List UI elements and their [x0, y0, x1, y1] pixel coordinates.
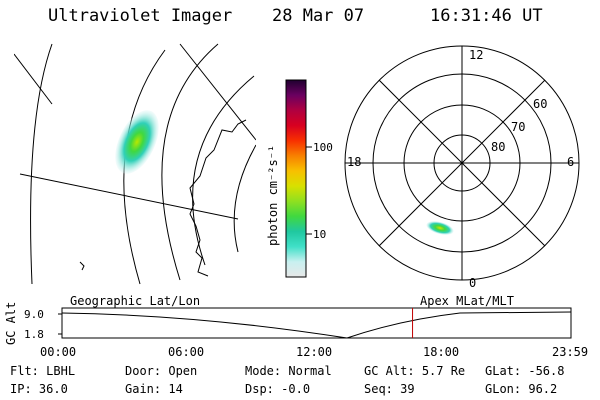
status-field-filter: Flt: LBHL [10, 364, 76, 378]
mlt-label-12: 12 [469, 48, 484, 62]
status-field-gain: Gain: 14 [125, 382, 183, 396]
timeline-axis-title: GC Alt [4, 301, 18, 345]
polar-plot [344, 45, 580, 281]
lat-label-70: 70 [511, 120, 526, 134]
status-field-glon: GLon: 96.2 [485, 382, 558, 396]
timeline-x-tick: 18:00 [423, 345, 460, 359]
colorbar-unit-label: photon cm⁻²s⁻¹ [266, 144, 280, 246]
apex-grid-label: Apex MLat/MLT [420, 294, 514, 308]
mlt-label-6: 6 [567, 155, 575, 169]
status-field-gc-alt: GC Alt: 5.7 Re [364, 364, 466, 378]
status-field-glat: GLat: -56.8 [485, 364, 565, 378]
timeline-y-tick-min: 1.8 [24, 328, 44, 341]
status-field-ip: IP: 36.0 [10, 382, 68, 396]
timeline-x-tick: 23:59 [552, 345, 589, 359]
polar-aurora-blob [426, 221, 454, 235]
status-field-dsp: Dsp: -0.0 [245, 382, 311, 396]
timeline-x-tick: 06:00 [168, 345, 205, 359]
timeline-x-tick: 00:00 [40, 345, 77, 359]
mlt-label-18: 18 [347, 155, 362, 169]
time-label: 16:31:46 UT [430, 6, 543, 26]
mlt-label-0: 0 [469, 276, 477, 290]
status-field-mode: Mode: Normal [245, 364, 332, 378]
status-field-seq: Seq: 39 [364, 382, 415, 396]
status-field-door: Door: Open [125, 364, 198, 378]
lat-label-60: 60 [533, 97, 548, 111]
geographic-grid-label: Geographic Lat/Lon [70, 294, 201, 308]
lat-lon-grid [14, 43, 256, 285]
lat-label-80: 80 [491, 140, 506, 154]
colorbar-tick-label-100: 100 [313, 141, 333, 154]
aurora-emission-blob [115, 110, 159, 174]
timeline-x-tick: 12:00 [296, 345, 333, 359]
timeline-plot [58, 307, 572, 339]
colorbar [285, 79, 312, 278]
instrument-title: Ultraviolet Imager [48, 6, 233, 26]
coastline [79, 119, 247, 277]
colorbar-tick-label-10: 10 [313, 228, 327, 241]
timeline-y-tick-max: 9.0 [24, 308, 44, 321]
date-label: 28 Mar 07 [272, 6, 365, 26]
